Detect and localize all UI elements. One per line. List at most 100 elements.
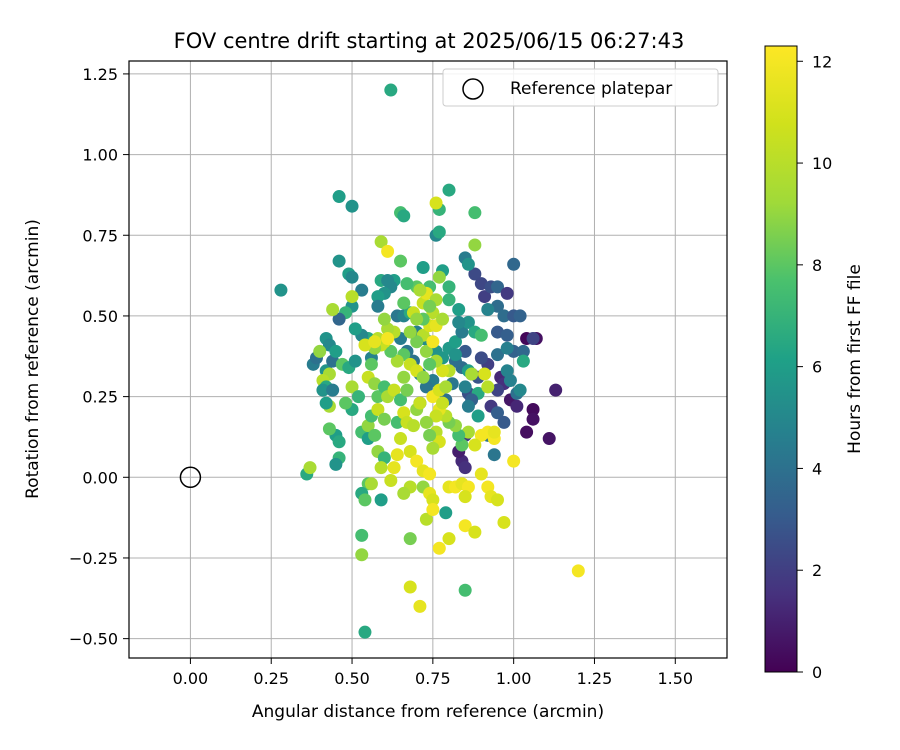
data-point xyxy=(403,532,417,546)
x-tick-label: 0.50 xyxy=(334,669,370,688)
data-point xyxy=(432,270,446,284)
data-point xyxy=(487,425,501,439)
y-tick-label: 0.50 xyxy=(82,307,118,326)
data-point xyxy=(474,328,488,342)
data-point xyxy=(490,493,504,507)
data-point xyxy=(368,428,382,442)
data-point xyxy=(397,209,411,223)
data-point xyxy=(458,461,472,475)
data-point xyxy=(403,444,417,458)
data-point xyxy=(387,461,401,475)
data-point xyxy=(419,344,433,358)
data-point xyxy=(374,493,388,507)
x-tick-label: 0.00 xyxy=(173,669,209,688)
chart-title: FOV centre drift starting at 2025/06/15 … xyxy=(174,29,685,53)
data-point xyxy=(274,283,288,297)
data-point xyxy=(436,312,450,326)
data-point xyxy=(387,383,401,397)
data-point xyxy=(394,254,408,268)
data-point xyxy=(419,512,433,526)
data-point xyxy=(500,341,514,355)
data-point xyxy=(348,322,362,336)
data-point xyxy=(371,403,385,417)
data-point xyxy=(448,335,462,349)
data-point xyxy=(442,293,456,307)
data-point xyxy=(397,296,411,310)
x-axis-ticks: 0.00 0.25 0.50 0.75 1.00 1.25 1.50 xyxy=(173,658,693,688)
colorbar-label: Hours from first FF file xyxy=(845,264,865,454)
data-point xyxy=(458,583,472,597)
data-point xyxy=(332,435,346,449)
data-point xyxy=(381,244,395,258)
x-tick-label: 1.50 xyxy=(657,669,693,688)
data-point xyxy=(406,419,420,433)
data-point xyxy=(423,299,437,313)
data-point xyxy=(410,335,424,349)
data-point xyxy=(490,348,504,362)
data-point xyxy=(377,412,391,426)
data-point xyxy=(458,380,472,394)
data-point xyxy=(329,344,343,358)
data-point xyxy=(355,528,369,542)
colorbar-tick-label: 6 xyxy=(812,358,822,377)
data-point xyxy=(348,354,362,368)
data-point xyxy=(426,441,440,455)
data-point xyxy=(500,328,514,342)
data-point xyxy=(474,351,488,365)
data-point xyxy=(487,448,501,462)
data-point xyxy=(461,257,475,271)
data-point xyxy=(364,357,378,371)
data-point xyxy=(461,399,475,413)
data-point xyxy=(319,396,333,410)
data-point xyxy=(426,503,440,517)
plot-frame xyxy=(128,60,728,659)
data-point xyxy=(332,190,346,204)
data-point xyxy=(419,415,433,429)
colorbar-ticks: 0 2 4 6 8 10 12 xyxy=(797,52,832,682)
data-point xyxy=(410,454,424,468)
data-point xyxy=(416,370,430,384)
data-point xyxy=(374,235,388,249)
colorbar-tick-label: 10 xyxy=(812,154,832,173)
data-point xyxy=(474,467,488,481)
data-point xyxy=(526,412,540,426)
legend-entry-label: Reference platepar xyxy=(510,79,672,99)
data-point xyxy=(520,425,534,439)
data-point xyxy=(490,406,504,420)
y-axis-ticks: −0.50 −0.25 0.00 0.25 0.50 0.75 1.00 1.25 xyxy=(69,65,129,649)
data-point xyxy=(432,225,446,239)
data-point xyxy=(329,457,343,471)
data-point xyxy=(442,183,456,197)
data-point xyxy=(358,625,372,639)
data-point xyxy=(355,548,369,562)
data-point xyxy=(507,257,521,271)
data-point xyxy=(439,506,453,520)
data-point xyxy=(403,325,417,339)
data-point xyxy=(384,344,398,358)
data-point xyxy=(468,206,482,220)
data-point xyxy=(458,519,472,533)
data-point xyxy=(377,312,391,326)
x-axis-label: Angular distance from reference (arcmin) xyxy=(252,702,604,722)
data-point xyxy=(352,390,366,404)
data-point xyxy=(513,383,527,397)
data-points xyxy=(274,83,585,639)
data-point xyxy=(468,267,482,281)
data-point xyxy=(371,390,385,404)
data-point xyxy=(332,254,346,268)
data-point xyxy=(503,373,517,387)
colorbar-tick-label: 2 xyxy=(812,561,822,580)
data-point xyxy=(416,261,430,275)
data-point xyxy=(448,348,462,362)
legend-box xyxy=(442,68,719,107)
data-point xyxy=(542,432,556,446)
data-point xyxy=(332,312,346,326)
data-point xyxy=(432,541,446,555)
data-point xyxy=(339,396,353,410)
legend: Reference platepar xyxy=(442,68,719,107)
colorbar-tick-label: 4 xyxy=(812,459,822,478)
data-point xyxy=(423,428,437,442)
data-point xyxy=(458,490,472,504)
data-point xyxy=(429,409,443,423)
